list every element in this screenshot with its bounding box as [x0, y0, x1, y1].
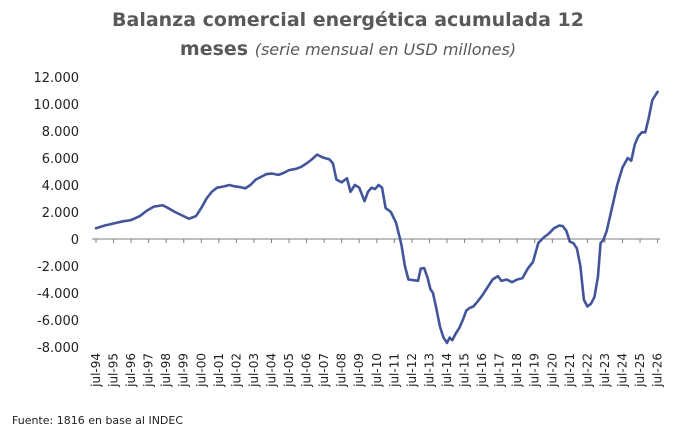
x-axis: jul-94 jul-95 jul-96 jul-97 jul-98 jul-99 jul-… [89, 238, 665, 388]
x-tick-label: jul-01 [212, 353, 226, 388]
x-tick-label: jul-06 [300, 353, 314, 388]
x-tick-label: jul-99 [177, 353, 191, 388]
x-tick-label: jul-04 [264, 353, 278, 388]
x-tick-label: jul-12 [405, 353, 419, 388]
chart-series [94, 90, 659, 345]
chart-title-main: meses [179, 38, 249, 60]
x-tick-label: jul-16 [475, 353, 489, 388]
x-tick-label: jul-05 [282, 353, 296, 388]
y-tick-label: -6.000 [37, 314, 79, 329]
chart-title-line-1: Balanza comercial energética acumulada 1… [112, 9, 584, 31]
x-tick-label: jul-18 [510, 353, 524, 388]
x-tick-label: jul-13 [422, 353, 436, 388]
y-tick-label: 0 [71, 233, 79, 248]
x-tick-label: jul-19 [528, 353, 542, 388]
x-tick-label: jul-00 [194, 353, 208, 388]
chart-subtitle: (serie mensual en USD millones) [254, 40, 517, 59]
x-tick-label: jul-21 [563, 353, 577, 388]
y-tick-label: 2.000 [42, 206, 79, 221]
x-tick-label: jul-24 [615, 353, 629, 388]
source-note: Fuente: 1816 en base al INDEC [12, 414, 184, 427]
x-tick-label: jul-03 [247, 353, 261, 388]
chart-title: Balanza comercial energética acumulada 1… [0, 6, 696, 64]
x-tick-label: jul-07 [317, 353, 331, 388]
x-tick-label: jul-95 [107, 353, 121, 388]
x-tick-label: jul-10 [370, 353, 384, 388]
x-tick-label: jul-20 [545, 353, 559, 388]
x-tick-label: jul-14 [440, 353, 454, 388]
x-tick-label: jul-17 [493, 353, 507, 388]
y-tick-label: 10.000 [34, 98, 80, 113]
x-tick-label: jul-94 [89, 353, 103, 388]
x-tick-label: jul-11 [387, 353, 401, 388]
series-line [94, 90, 659, 345]
x-tick-label: jul-09 [352, 353, 366, 388]
y-axis: 12.000 10.000 8.000 6.000 4.000 2.000 0 -2.000 -… [34, 71, 80, 356]
x-tick-label: jul-98 [159, 353, 173, 388]
chart-title-line-2: meses (serie mensual en USD millones) [0, 35, 696, 64]
y-tick-label: -8.000 [37, 341, 79, 356]
x-tick-label: jul-97 [142, 353, 156, 388]
x-tick-label: jul-96 [124, 353, 138, 388]
x-tick-label: jul-25 [633, 353, 647, 388]
y-tick-label: 6.000 [42, 152, 79, 167]
y-tick-label: 8.000 [42, 125, 79, 140]
x-tick-label: jul-02 [229, 353, 243, 388]
y-tick-label: 4.000 [42, 179, 79, 194]
x-tick-label: jul-22 [580, 353, 594, 388]
y-tick-label: -4.000 [37, 287, 79, 302]
x-tick-label: jul-26 [651, 353, 665, 388]
y-tick-label: 12.000 [34, 71, 80, 86]
x-tick-label: jul-08 [335, 353, 349, 388]
x-tick-label: jul-15 [458, 353, 472, 388]
y-tick-label: -2.000 [37, 260, 79, 275]
x-tick-label: jul-23 [598, 353, 612, 388]
